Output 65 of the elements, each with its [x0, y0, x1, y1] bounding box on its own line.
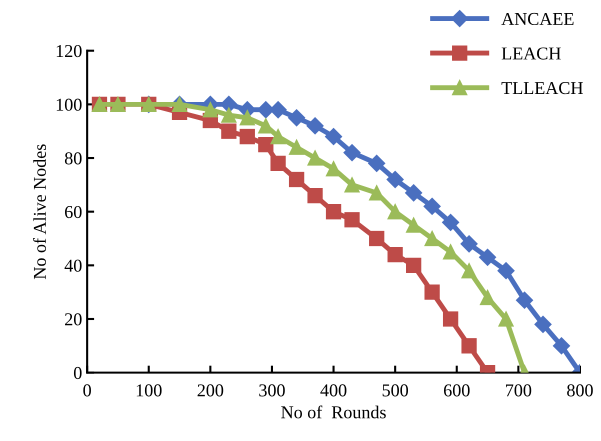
- x-tick-label: 0: [83, 384, 91, 396]
- x-tick-label: 200: [198, 384, 224, 396]
- legend-label: TLLEACH: [502, 82, 583, 94]
- y-tick-label: 80: [64, 152, 82, 164]
- point: [202, 102, 218, 118]
- point: [344, 177, 360, 192]
- legend-label: LEACH: [502, 47, 561, 60]
- point: [307, 150, 323, 166]
- point: [424, 198, 441, 215]
- point: [534, 316, 552, 333]
- point: [240, 110, 255, 126]
- point: [368, 154, 386, 172]
- x-axis-title: No of Rounds: [281, 406, 386, 418]
- point: [442, 311, 458, 327]
- point: [406, 217, 422, 233]
- x-tick-label: 100: [136, 384, 162, 396]
- point: [344, 212, 360, 228]
- point: [498, 311, 514, 327]
- point: [288, 172, 304, 188]
- point: [221, 124, 236, 139]
- y-axis-title: No of Alive Nodes: [33, 144, 46, 280]
- point: [258, 136, 274, 152]
- x-tick-label: 600: [444, 384, 470, 396]
- point: [461, 263, 477, 278]
- y-tick-label: 60: [65, 206, 82, 218]
- point: [369, 230, 384, 246]
- point: [288, 109, 306, 126]
- x-tick-label: 700: [506, 384, 532, 396]
- point: [343, 144, 361, 162]
- y-tick-label: 120: [56, 44, 82, 58]
- point: [479, 248, 496, 266]
- point: [220, 96, 238, 113]
- point: [480, 290, 496, 306]
- point: [326, 204, 342, 220]
- point: [406, 258, 422, 273]
- point: [240, 128, 255, 144]
- y-tick-label: 40: [64, 260, 82, 272]
- x-tick-label: 800: [567, 384, 593, 396]
- point: [460, 235, 478, 252]
- y-tick-label: 0: [74, 366, 82, 380]
- point: [405, 184, 422, 202]
- point: [424, 284, 440, 300]
- legend-label: ANCAEE: [501, 12, 574, 26]
- point: [325, 128, 342, 146]
- point: [552, 337, 570, 354]
- point: [388, 246, 403, 262]
- point: [442, 214, 460, 231]
- point: [461, 338, 477, 354]
- y-tick-label: 100: [56, 98, 82, 111]
- point: [221, 107, 236, 123]
- point: [270, 128, 286, 144]
- point: [270, 156, 286, 172]
- x-tick-label: 300: [259, 384, 285, 396]
- y-tick-label: 20: [65, 313, 82, 326]
- point: [307, 188, 323, 204]
- point: [288, 140, 304, 155]
- point: [388, 204, 403, 220]
- point: [369, 185, 384, 201]
- x-tick-label: 500: [382, 384, 408, 396]
- point: [516, 292, 534, 309]
- point: [306, 117, 324, 134]
- point: [497, 262, 515, 280]
- point: [386, 170, 404, 188]
- x-tick-label: 400: [320, 384, 346, 396]
- point: [424, 230, 440, 246]
